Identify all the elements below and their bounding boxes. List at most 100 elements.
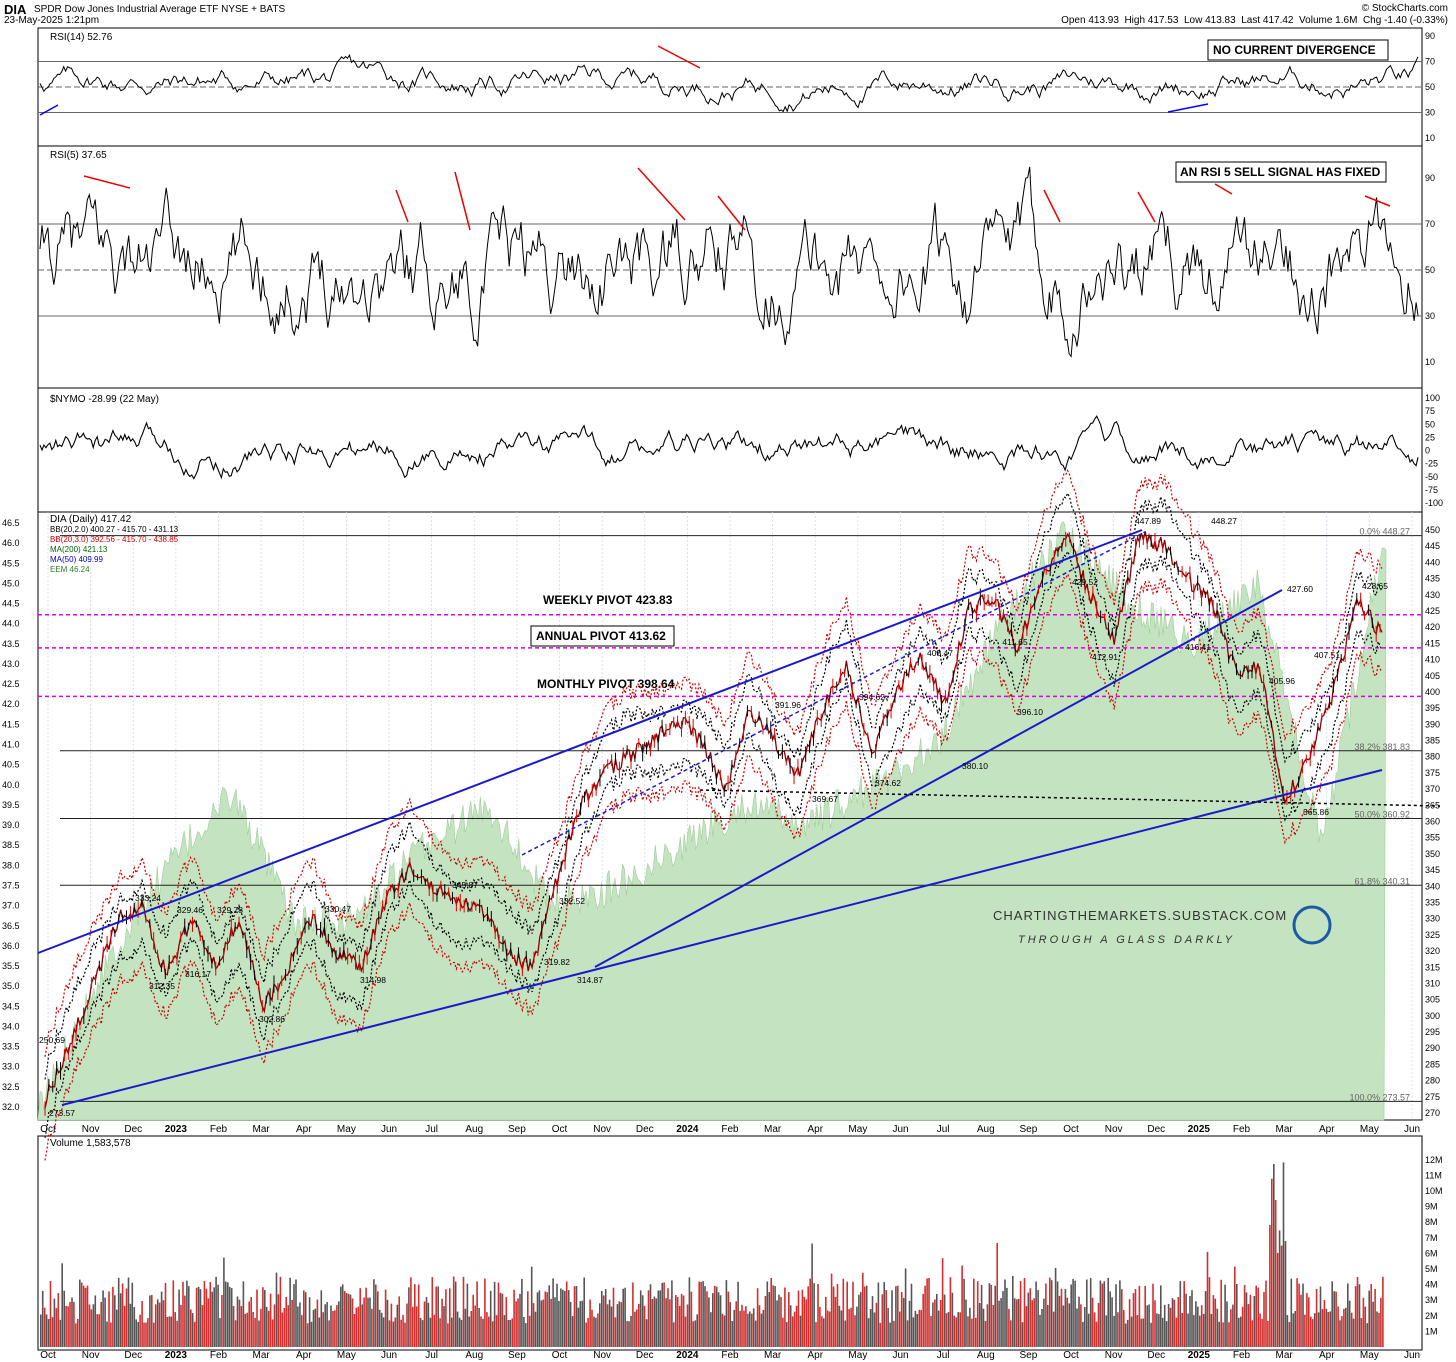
price-point-label: 447.89 [1135,516,1161,526]
volume-bar [975,1317,977,1347]
price-right-tick: 395 [1425,703,1440,713]
volume-bar [133,1307,136,1347]
volume-bar [232,1306,235,1347]
price-left-tick: 42.0 [2,699,20,709]
volume-bar [1315,1289,1318,1347]
price-point-label: 380.10 [962,761,988,771]
volume-bar [538,1290,541,1347]
volume-bar [1298,1283,1300,1347]
volume-bar [852,1281,854,1347]
volume-bar [324,1304,326,1347]
volume-bar [193,1321,196,1347]
volume-bar [912,1317,915,1347]
volume-bar [1087,1313,1090,1347]
volume-bar [739,1310,741,1347]
volume-bar [1345,1307,1347,1347]
volume-bar [1195,1301,1197,1347]
volume-bar [676,1297,679,1347]
volume-bar [1064,1288,1067,1347]
month-label: May [337,1350,356,1361]
trend-line [521,531,1146,856]
volume-bar [1033,1298,1035,1347]
price-right-tick: 380 [1425,752,1440,762]
volume-bar [1311,1319,1314,1347]
volume-bar [1191,1290,1193,1347]
volume-bar [176,1320,178,1347]
price-right-tick: 390 [1425,719,1440,729]
volume-bar [850,1307,852,1347]
volume-bar [749,1311,751,1347]
volume-tick: 8M [1425,1217,1438,1227]
price-right-tick: 340 [1425,881,1440,891]
price-point-label: 330.47 [325,904,351,914]
volume-bar [361,1304,363,1347]
volume-bar [377,1291,379,1347]
volume-bar [170,1316,173,1347]
volume-bar [1132,1293,1135,1347]
volume-bar [174,1312,176,1347]
volume-bar [445,1289,447,1347]
volume-bar [702,1281,704,1347]
volume-bar [1366,1323,1369,1347]
volume-bar [349,1294,352,1347]
volume-bar [410,1277,412,1347]
volume-bar [55,1308,58,1347]
volume-bar [1181,1313,1183,1347]
price-point-label: 405.96 [1269,676,1295,686]
volume-bar [1021,1322,1024,1347]
volume-bar [682,1295,685,1347]
price-right-tick: 415 [1425,638,1440,648]
price-point-label: 407.51 [1314,650,1340,660]
month-label: Mar [1276,1350,1294,1361]
volume-bar [606,1304,609,1347]
volume-bar [1183,1281,1185,1347]
volume-bar [297,1306,299,1347]
volume-bar [819,1306,821,1347]
volume-bar [326,1302,328,1347]
watermark-line-2: THROUGH A GLASS DARKLY [1018,934,1235,946]
volume-bar [996,1243,998,1347]
price-point-label: 411.65 [1002,637,1028,647]
month-label: Feb [1233,1124,1251,1135]
volume-bar [164,1282,167,1347]
price-point-label: 302.86 [259,1014,285,1024]
volume-bar [723,1315,726,1347]
volume-bar [281,1312,284,1347]
volume-bar [616,1304,619,1347]
volume-bar [75,1323,77,1347]
volume-bar [943,1294,946,1347]
volume-bar [301,1315,303,1347]
volume-bar [762,1309,765,1347]
month-label: Mar [253,1124,271,1135]
volume-bar [848,1309,850,1347]
volume-bar [612,1287,615,1347]
volume-bar [838,1305,841,1347]
volume-bar [768,1292,771,1347]
volume-bar [94,1295,97,1347]
volume-bar [811,1243,813,1347]
volume-bar [454,1281,457,1347]
volume-bar [482,1318,484,1347]
volume-bar [729,1302,732,1347]
nymo-tick: -100 [1425,498,1443,508]
rsi14-tick: 70 [1425,57,1435,67]
nymo-tick: -75 [1425,485,1438,495]
volume-bar [262,1287,264,1347]
price-right-tick: 420 [1425,622,1440,632]
month-label: Nov [593,1350,611,1361]
month-label: Feb [721,1124,739,1135]
price-left-tick: 33.0 [2,1062,20,1072]
month-label: Dec [1147,1124,1165,1135]
volume-bar [932,1302,934,1347]
volume-bar [1317,1312,1320,1347]
ohlc-summary: Open 413.93 High 417.53 Low 413.83 Last … [1061,15,1448,26]
volume-bar [1136,1315,1139,1347]
price-right-tick: 325 [1425,930,1440,940]
volume-bar [240,1306,243,1347]
volume-bar [565,1281,568,1347]
volume-bar [934,1299,936,1347]
volume-bar [199,1289,202,1347]
volume-bar [394,1317,397,1347]
volume-bar [604,1289,607,1347]
volume-bar [1128,1299,1131,1347]
